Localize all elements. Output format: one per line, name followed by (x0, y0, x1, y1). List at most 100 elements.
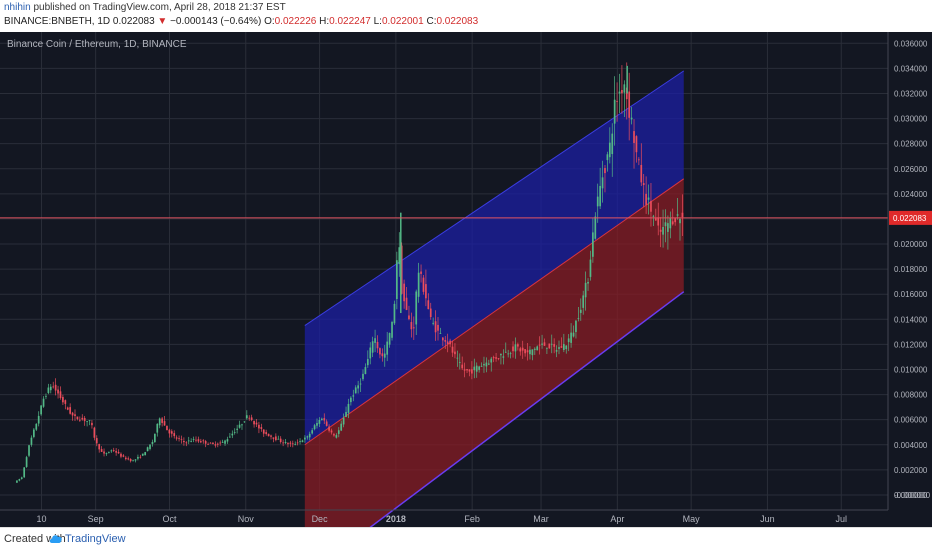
candle-body (410, 322, 413, 330)
candle-body (69, 407, 72, 414)
candle-body (681, 212, 684, 218)
candle-body (91, 422, 93, 426)
candle-body (425, 284, 427, 299)
candle-body (565, 345, 568, 350)
candle-body (231, 433, 234, 436)
candle-body (333, 434, 335, 436)
candle-body (487, 363, 490, 365)
author-link[interactable]: nhihin (4, 2, 31, 13)
candle-body (277, 438, 280, 440)
candle-body (371, 341, 374, 353)
candle-body (396, 260, 398, 300)
candle-body (642, 183, 645, 186)
candle-body (47, 387, 50, 393)
down-arrow-icon: ▼ (157, 16, 168, 27)
candle-body (64, 400, 67, 404)
y-tick-label: 0.016000 (894, 290, 928, 299)
tradingview-brand: TradingView (65, 533, 126, 545)
candle-body (306, 436, 309, 438)
candle-body (478, 366, 480, 370)
candle-body (178, 438, 180, 439)
candle-body (640, 164, 643, 183)
x-axis-labels: 10 Sep Oct Nov Dec 2018 Feb Mar Apr May Jun Jul (37, 514, 847, 524)
candle-body (601, 177, 604, 189)
candle-body (347, 403, 350, 413)
y-tick-label: 0.026000 (894, 165, 928, 174)
y-tick-label: 0.024000 (894, 190, 928, 199)
candle-body (275, 436, 277, 441)
candle-body (662, 226, 664, 235)
candle-body (604, 168, 606, 174)
candle-body (669, 217, 672, 229)
candle-body (207, 443, 209, 445)
candle-body (183, 440, 185, 443)
candle-body (654, 218, 657, 221)
candle-body (236, 428, 238, 430)
candle-body (354, 387, 357, 394)
close-label: C: (423, 16, 437, 27)
candle-body (95, 438, 98, 444)
candle-body (311, 430, 314, 434)
price-chart[interactable]: 0.036000 0.034000 0.032000 0.030000 0.028000… (0, 32, 932, 527)
candle-body (115, 451, 117, 453)
candle-body (105, 453, 108, 455)
x-tick-label: Dec (312, 514, 329, 524)
candle-body (531, 349, 534, 356)
candle-body (671, 221, 674, 225)
candle-body (86, 420, 88, 422)
price-axis[interactable] (888, 32, 932, 527)
high-label: H: (316, 16, 330, 27)
candle-body (538, 344, 541, 346)
candle-body (572, 332, 575, 337)
candle-body (507, 353, 510, 355)
candle-body (582, 295, 585, 308)
candle-body (241, 424, 243, 426)
candle-body (497, 358, 500, 359)
candle-body (190, 441, 193, 443)
candle-body (596, 196, 599, 207)
candle-body (611, 133, 614, 155)
candle-body (163, 421, 166, 426)
candle-body (403, 283, 405, 302)
candle-body (541, 343, 543, 345)
publish-info: published on TradingView.com, April 28, … (30, 2, 286, 13)
candle-body (258, 424, 260, 429)
y-tick-label: 0.004000 (894, 441, 928, 450)
candle-body (146, 447, 149, 452)
candle-body (134, 459, 137, 461)
candle-body (575, 320, 577, 333)
candle-body (170, 431, 173, 434)
tradingview-logo[interactable]: TradingView (49, 533, 126, 545)
candle-body (417, 272, 420, 297)
candle-body (589, 259, 592, 277)
candle-body (245, 415, 248, 419)
candle-body (40, 405, 42, 415)
candle-body (359, 383, 362, 385)
candle-body (248, 417, 251, 419)
candle-body (502, 356, 505, 358)
candle-body (454, 351, 456, 355)
candle-body (345, 411, 347, 417)
candle-body (187, 440, 190, 442)
candle-body (202, 440, 205, 442)
candle-body (429, 308, 432, 317)
candle-body (463, 369, 466, 371)
candle-body (628, 91, 631, 118)
candle-body (120, 453, 122, 457)
candle-body (638, 159, 640, 161)
candle-body (127, 458, 130, 460)
candle-body (456, 357, 459, 359)
candle-body (679, 218, 681, 224)
candle-body (296, 442, 299, 444)
candle-body (226, 439, 229, 442)
y-tick-label: 0.002000 (894, 466, 928, 475)
candle-body (117, 451, 120, 454)
x-tick-label: Apr (610, 514, 624, 524)
candle-body (495, 357, 497, 359)
candle-body (618, 91, 621, 94)
candle-body (154, 433, 156, 443)
candle-body (151, 441, 154, 444)
candle-body (308, 433, 311, 438)
candle-body (567, 338, 570, 343)
y-tick-label: 0.008000 (894, 391, 928, 400)
